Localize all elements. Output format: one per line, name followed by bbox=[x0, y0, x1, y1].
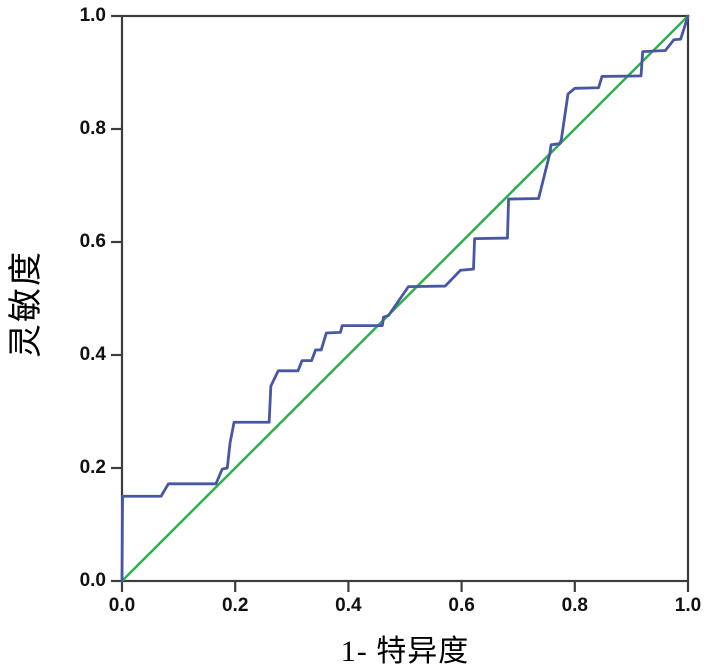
x-tick-label: 0.6 bbox=[448, 595, 475, 616]
x-tick-label: 0.2 bbox=[221, 595, 249, 616]
x-tick-label: 1.0 bbox=[674, 595, 702, 616]
x-tick-label: 0.4 bbox=[335, 595, 362, 616]
y-tick-label: 0.2 bbox=[79, 457, 106, 478]
y-tick-label: 0.0 bbox=[79, 570, 106, 591]
x-axis-title: 1- 特异度 bbox=[340, 635, 470, 666]
y-tick-label: 0.6 bbox=[79, 231, 106, 252]
reference-line bbox=[120, 14, 690, 583]
plot-border bbox=[120, 14, 690, 583]
y-tick-label: 0.8 bbox=[79, 118, 106, 139]
roc-curve bbox=[120, 14, 690, 583]
x-tick-label: 0.8 bbox=[561, 595, 588, 616]
y-tick-label: 0.4 bbox=[79, 344, 106, 365]
y-tick-label: 1.0 bbox=[79, 5, 106, 26]
y-axis-title: 灵敏度 bbox=[8, 250, 45, 358]
x-tick-label: 0.0 bbox=[108, 595, 136, 616]
